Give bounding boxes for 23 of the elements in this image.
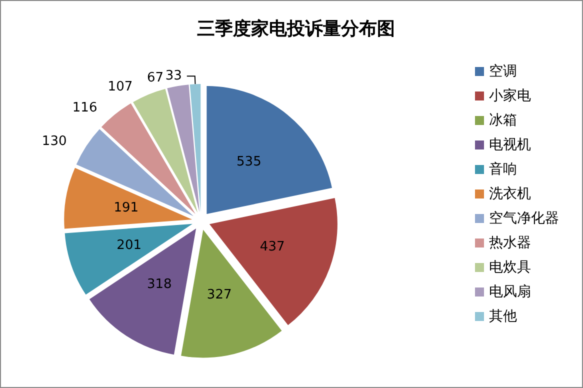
legend-label: 电炊具 (489, 260, 531, 276)
legend-label: 热水器 (489, 235, 531, 251)
data-label: 116 (72, 100, 98, 116)
legend-label: 空气净化器 (489, 210, 559, 226)
legend-label: 洗衣机 (489, 186, 531, 202)
legend-label: 小家电 (489, 88, 531, 104)
data-label: 535 (236, 154, 262, 170)
data-label: 33 (165, 68, 182, 84)
data-label: 191 (114, 200, 139, 216)
legend-label: 空调 (489, 64, 517, 80)
legend-label: 电风扇 (489, 284, 531, 300)
data-label: 201 (116, 238, 142, 254)
data-label: 107 (108, 79, 133, 94)
chart-title: 三季度家电投诉量分布图 (197, 18, 395, 40)
legend-label: 冰箱 (489, 112, 517, 128)
legend-label: 音响 (489, 162, 517, 178)
data-label: 130 (42, 134, 67, 149)
data-label: 437 (260, 240, 285, 255)
legend-label: 电视机 (489, 137, 531, 153)
legend-label: 其他 (489, 308, 517, 324)
data-label: 318 (146, 277, 172, 292)
data-label: 327 (206, 287, 232, 302)
data-label: 67 (146, 70, 164, 86)
